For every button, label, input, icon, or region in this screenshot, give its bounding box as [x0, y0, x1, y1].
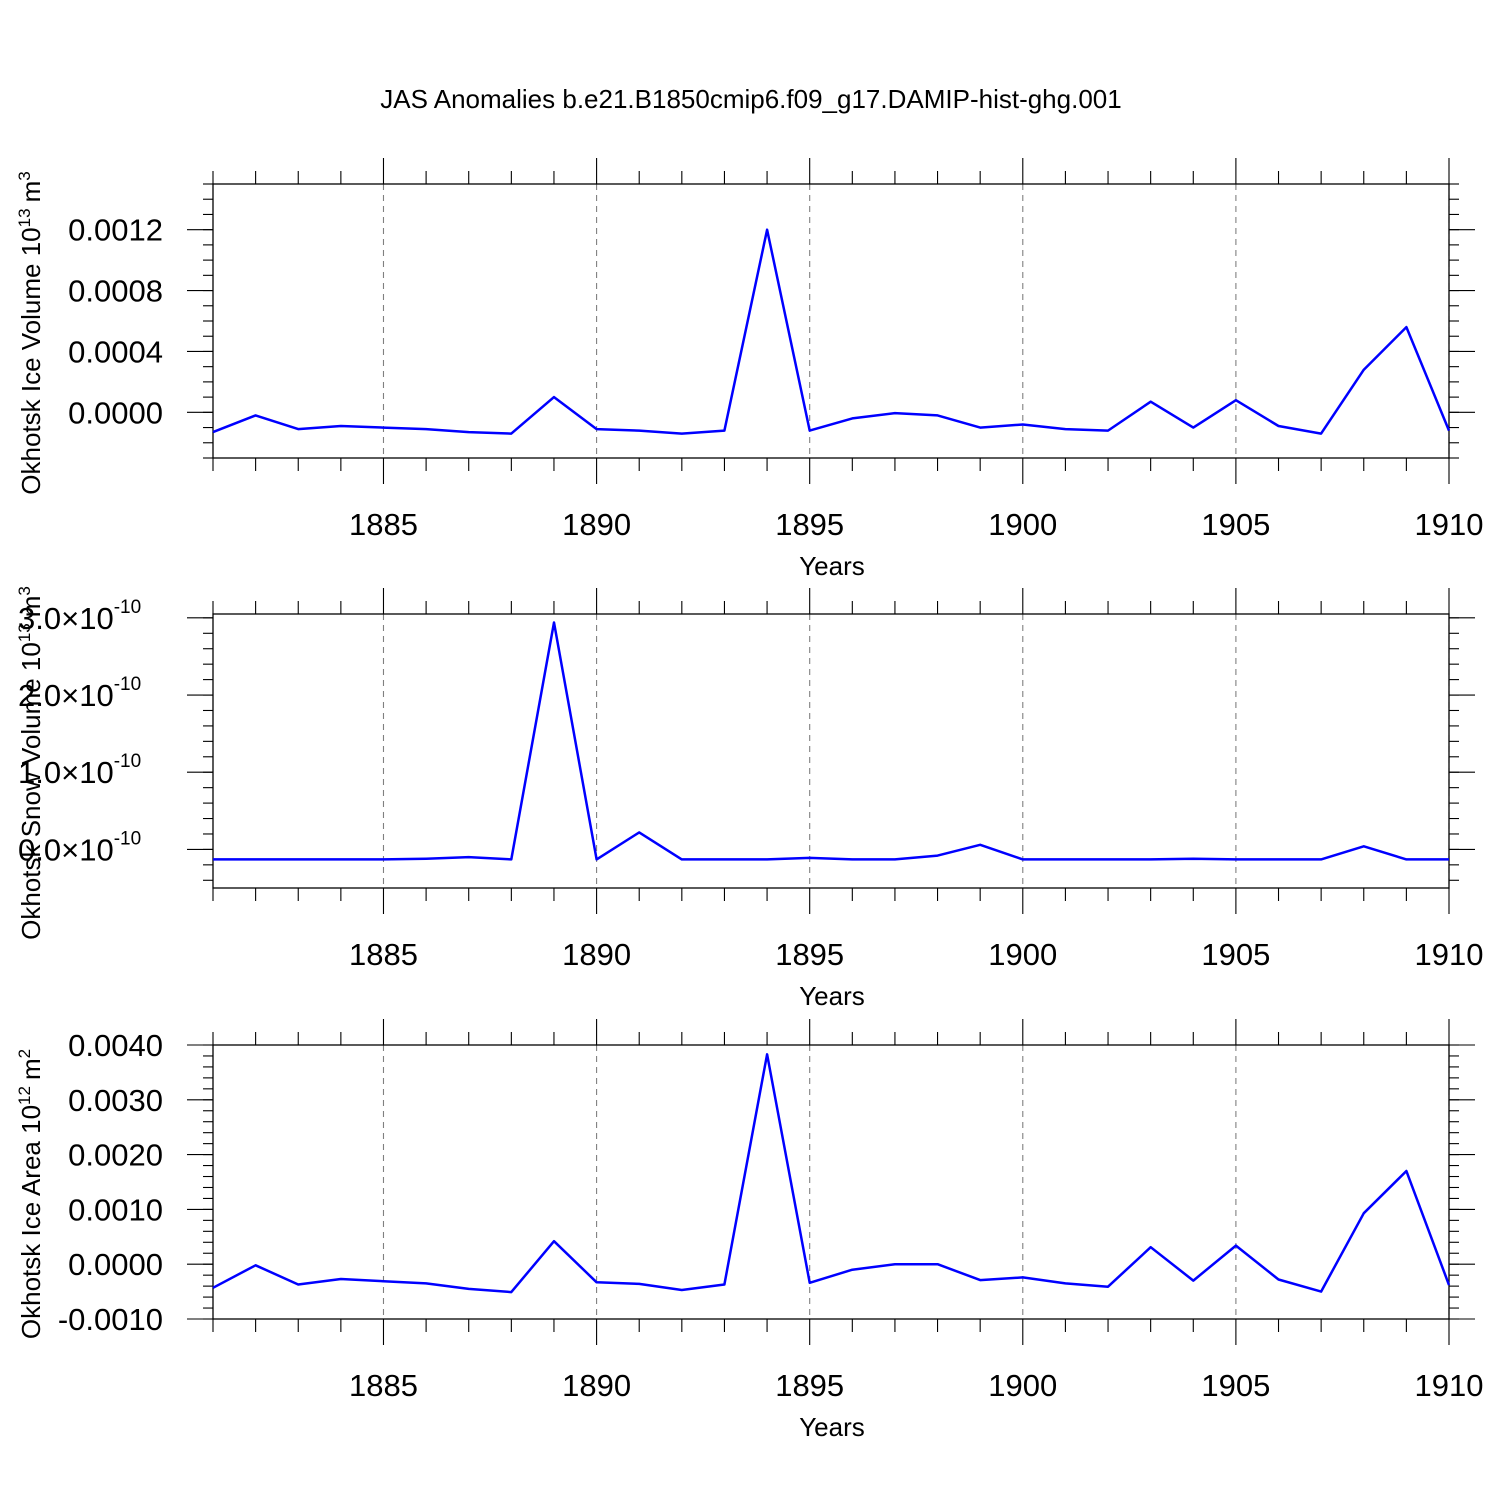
x-tick-label: 1895	[775, 507, 844, 542]
y-tick-label: 0.0008	[68, 274, 163, 309]
plot-frame	[212, 613, 1450, 889]
series-line	[213, 621, 1449, 861]
series-line	[212, 1053, 1451, 1294]
x-tick-label: 1890	[562, 1368, 631, 1403]
x-tick-label: 1900	[988, 937, 1057, 972]
y-axis-label: Okhotsk Ice Volume 1013m3	[15, 171, 46, 494]
y-tick-label: 0.0030	[68, 1083, 163, 1118]
x-axis-label: Years	[799, 981, 865, 1011]
panel-3: 1885 1890 1895 1900 1905 1910 -0.0010 0.0000 0.0…	[15, 1019, 1483, 1442]
y-tick-label: 0.0010	[68, 1192, 163, 1227]
x-tick-label: 1905	[1201, 1368, 1270, 1403]
x-tick-label: 1895	[775, 1368, 844, 1403]
x-tick-label: 1910	[1415, 937, 1484, 972]
x-tick-label: 1890	[562, 937, 631, 972]
panel-1: 1885 1890 1895 1900 1905 1910 0.0000 0.0004 0.00…	[15, 158, 1483, 581]
x-tick-label: 1910	[1415, 1368, 1484, 1403]
x-tick-label: 1900	[988, 1368, 1057, 1403]
panel-2: 1885 1890 1895 1900 1905 1910 0.0×10-10 1.0×10-…	[15, 586, 1483, 1011]
x-tick-label: 1895	[775, 937, 844, 972]
y-tick-label: 0.0020	[68, 1138, 163, 1173]
y-tick-label: 0.0012	[68, 213, 163, 248]
x-tick-label: 1885	[349, 507, 418, 542]
x-tick-label: 1885	[349, 937, 418, 972]
y-tick-label: 2.0×10-10	[18, 674, 141, 713]
x-axis-label: Years	[799, 551, 865, 581]
y-tick-label: 0.0040	[68, 1028, 163, 1063]
x-tick-label: 1900	[988, 507, 1057, 542]
y-tick-label: 0.0×10-10	[18, 828, 141, 867]
series-line	[212, 228, 1451, 435]
y-tick-label: 0.0000	[68, 395, 163, 430]
y-axis-label: Okhotsk Snow Volume 1013m3	[15, 586, 46, 940]
figure-title: JAS Anomalies b.e21.B1850cmip6.f09_g17.D…	[380, 84, 1121, 114]
y-tick-label: 0.0004	[68, 334, 163, 369]
y-tick-label: 0.0000	[68, 1247, 163, 1282]
x-tick-label: 1890	[562, 507, 631, 542]
y-axis-label: Okhotsk Ice Area 1012m2	[15, 1049, 46, 1339]
y-tick-label: 1.0×10-10	[18, 751, 141, 790]
x-tick-label: 1910	[1415, 507, 1484, 542]
y-tick-label: -0.0010	[58, 1302, 163, 1337]
x-tick-label: 1905	[1201, 937, 1270, 972]
y-tick-label: 3.0×10-10	[18, 597, 141, 636]
x-axis-label: Years	[799, 1412, 865, 1442]
plot-frame	[212, 1044, 1450, 1320]
x-tick-label: 1885	[349, 1368, 418, 1403]
x-tick-label: 1905	[1201, 507, 1270, 542]
